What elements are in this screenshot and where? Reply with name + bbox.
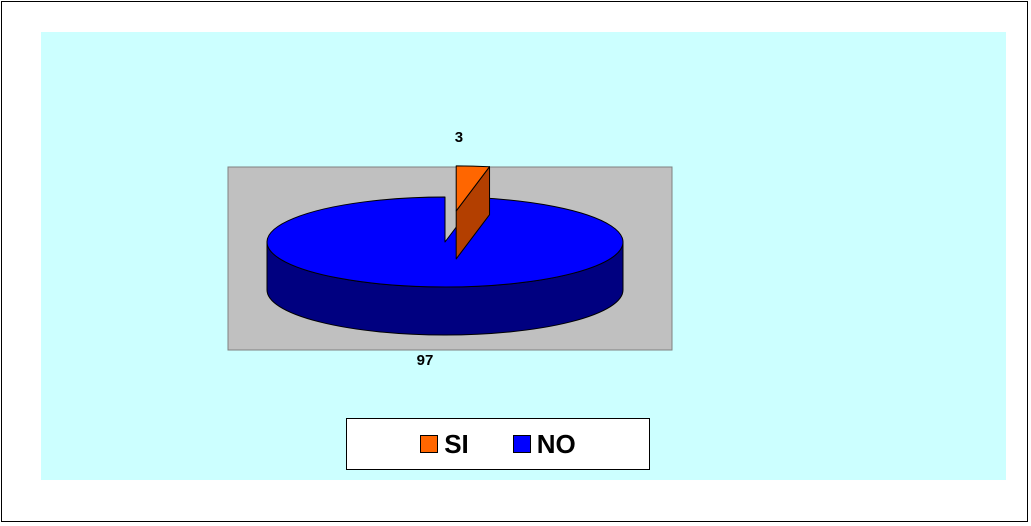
- legend-item-no: NO: [512, 429, 576, 459]
- legend-item-si: SI: [420, 431, 469, 457]
- legend-swatch-no: [512, 435, 531, 453]
- legend-swatch-si: [420, 435, 439, 453]
- chart-area: 3 97: [41, 32, 1006, 480]
- legend-label-si: SI: [444, 429, 469, 459]
- legend: SI NO: [346, 418, 650, 470]
- labels-layer: 3 97: [417, 129, 463, 369]
- data-label-no: 97: [417, 352, 434, 369]
- data-label-si: 3: [455, 129, 463, 146]
- pie-slice-no: [266, 196, 624, 288]
- pie-slice-si: [455, 165, 491, 212]
- slices-layer: [266, 165, 624, 336]
- pie-chart: 3 97: [41, 32, 1006, 480]
- legend-label-no: NO: [536, 429, 576, 459]
